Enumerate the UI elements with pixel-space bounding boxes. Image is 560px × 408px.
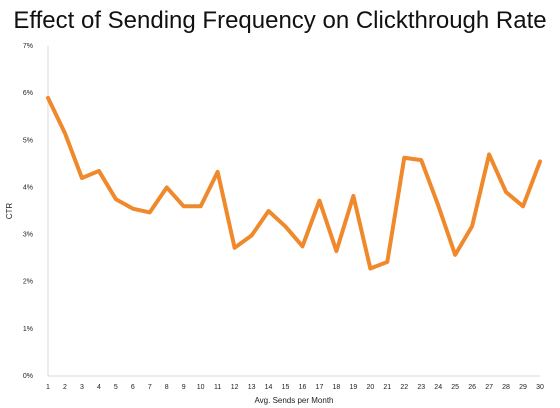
x-tick-label: 12 bbox=[231, 384, 239, 391]
y-tick-label: 3% bbox=[23, 232, 33, 239]
x-tick-label: 29 bbox=[519, 384, 527, 391]
y-tick-label: 1% bbox=[23, 326, 33, 333]
x-tick-label: 13 bbox=[248, 384, 256, 391]
x-axis-labels: 1 2 3 4 5 6 7 8 9 10 11 12 13 14 15 16 17 18 19 20 21 22 23 24 2… bbox=[46, 384, 544, 391]
x-tick-label: 1 bbox=[46, 384, 50, 391]
x-tick-label: 18 bbox=[333, 384, 341, 391]
x-tick-label: 24 bbox=[434, 384, 442, 391]
x-tick-label: 21 bbox=[383, 384, 391, 391]
y-tick-label: 4% bbox=[23, 184, 33, 191]
series-layer bbox=[46, 95, 542, 271]
x-tick-label: 17 bbox=[316, 384, 324, 391]
x-tick-label: 19 bbox=[349, 384, 357, 391]
x-tick-label: 26 bbox=[468, 384, 476, 391]
chart-title: Effect of Sending Frequency on Clickthro… bbox=[13, 7, 546, 34]
y-tick-label: 6% bbox=[23, 90, 33, 97]
x-axis-title: Avg. Sends per Month bbox=[254, 396, 333, 405]
x-tick-label: 27 bbox=[485, 384, 493, 391]
x-tick-label: 25 bbox=[451, 384, 459, 391]
series-line bbox=[46, 95, 542, 271]
y-tick-label: 7% bbox=[23, 43, 33, 50]
x-tick-label: 7 bbox=[148, 384, 152, 391]
x-tick-label: 28 bbox=[502, 384, 510, 391]
y-tick-label: 5% bbox=[23, 137, 33, 144]
x-tick-label: 2 bbox=[63, 384, 67, 391]
x-tick-label: 22 bbox=[400, 384, 408, 391]
x-tick-label: 6 bbox=[131, 384, 135, 391]
y-axis-labels: 0% 1% 2% 3% 4% 5% 6% 7% bbox=[23, 43, 33, 380]
x-tick-label: 4 bbox=[97, 384, 101, 391]
x-tick-label: 20 bbox=[366, 384, 374, 391]
x-tick-label: 5 bbox=[114, 384, 118, 391]
x-tick-label: 16 bbox=[299, 384, 307, 391]
x-tick-label: 15 bbox=[282, 384, 290, 391]
x-tick-label: 8 bbox=[165, 384, 169, 391]
x-tick-label: 23 bbox=[417, 384, 425, 391]
y-tick-label: 0% bbox=[23, 373, 33, 380]
x-tick-label: 11 bbox=[214, 384, 221, 391]
x-tick-label: 30 bbox=[536, 384, 544, 391]
x-tick-label: 14 bbox=[265, 384, 273, 391]
x-tick-label: 3 bbox=[80, 384, 84, 391]
x-tick-label: 10 bbox=[197, 384, 205, 391]
y-axis-title: CTR bbox=[5, 203, 14, 220]
x-tick-label: 9 bbox=[182, 384, 186, 391]
y-tick-label: 2% bbox=[23, 279, 33, 286]
